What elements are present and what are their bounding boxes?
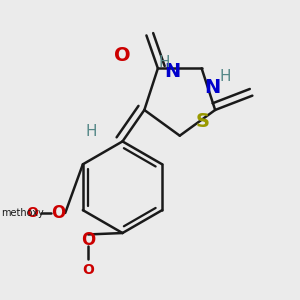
Text: N: N xyxy=(205,77,221,97)
Text: H: H xyxy=(158,55,170,70)
Text: methoxy: methoxy xyxy=(1,208,44,218)
Text: H: H xyxy=(85,124,97,139)
Text: H: H xyxy=(220,70,231,85)
Text: N: N xyxy=(164,62,181,81)
Text: O: O xyxy=(82,263,94,277)
Text: S: S xyxy=(196,112,210,131)
Text: O: O xyxy=(26,206,38,220)
Text: O: O xyxy=(81,231,95,249)
Text: O: O xyxy=(114,46,131,65)
Text: O: O xyxy=(51,204,65,222)
